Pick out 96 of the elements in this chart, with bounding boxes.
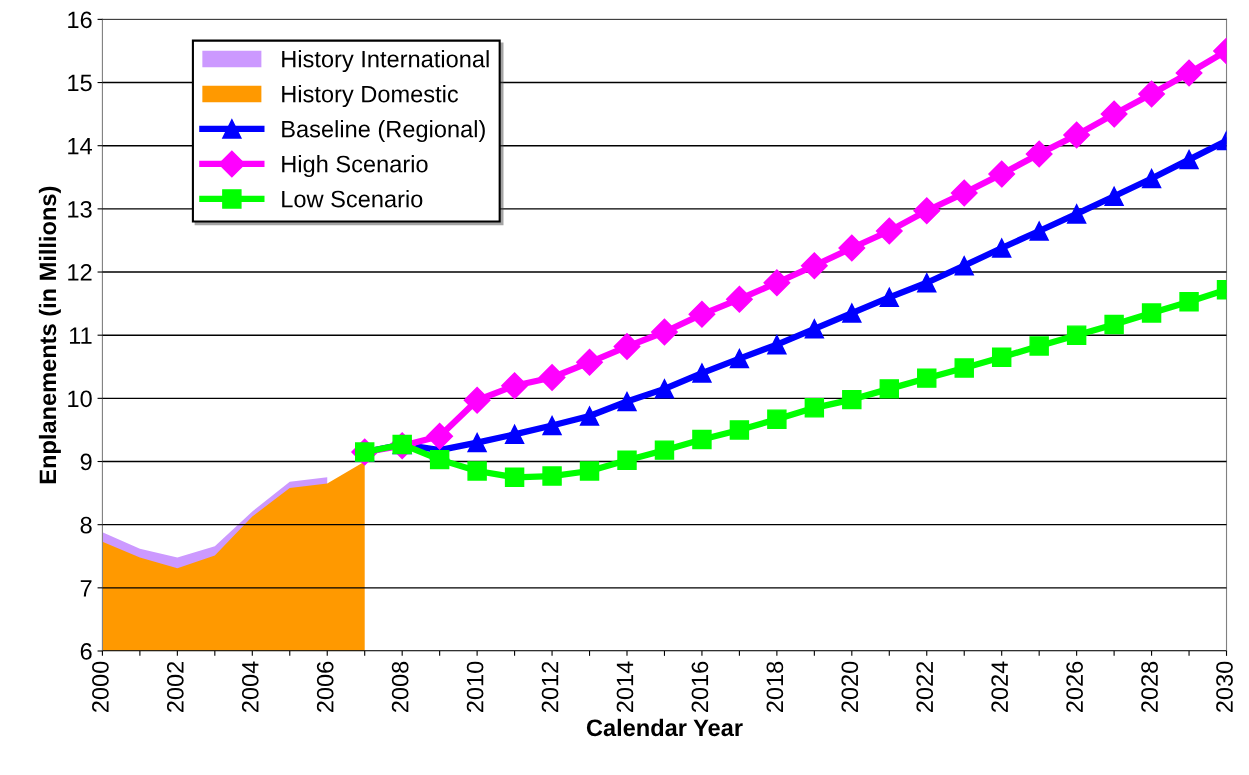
legend-label: History Domestic [282,85,459,108]
point [988,160,1016,188]
x-tick-label: 2020 [841,661,859,713]
point [842,389,862,410]
point [729,348,750,369]
x-tick-label: 2018 [766,661,784,713]
point [654,440,675,460]
point [579,461,600,481]
point [804,319,825,339]
point [954,255,974,276]
point [725,285,753,313]
point [576,348,603,376]
y-tick-label: 15 [68,74,92,92]
point [504,467,525,488]
point [1175,59,1203,87]
point [542,415,562,436]
y-tick-label: 10 [68,390,92,408]
point [651,318,678,346]
point [767,334,787,355]
x-tick-label: 2026 [1066,661,1083,713]
point [1029,336,1049,356]
point [729,420,750,440]
x-tick-label: 2024 [991,661,1009,713]
point [1066,204,1087,224]
point [542,466,562,486]
x-tick-label: 2012 [541,661,559,713]
point [1179,291,1199,312]
x-tick-label: 2006 [316,661,334,713]
x-tick-label: 2030 [1216,661,1233,713]
point [804,398,825,418]
point [842,303,862,323]
y-tick-label: 12 [68,264,92,281]
y-tick-label: 9 [80,453,92,471]
y-axis-title: Enplanements (in Millions) [38,186,61,484]
point [913,197,941,225]
point [1066,325,1087,345]
y-tick-label: 11 [69,327,92,344]
point [613,333,641,361]
point [1100,100,1128,128]
x-tick-label: 2002 [166,661,184,713]
point [467,461,487,481]
point [579,406,600,426]
x-tick-label: 2008 [391,661,409,713]
point [1063,121,1091,149]
point [991,347,1012,368]
y-tick-label: 13 [68,200,92,218]
point [467,432,487,453]
point [1104,186,1124,206]
point [463,386,491,414]
point [504,424,525,445]
point [767,409,787,429]
x-tick-label: 2014 [616,661,634,713]
point [1025,140,1053,168]
point [654,379,675,399]
x-tick-label: 2004 [241,661,259,713]
x-tick-label: 2000 [92,661,109,713]
point [954,358,974,378]
y-tick-label: 6 [80,643,92,660]
point [617,391,637,412]
y-tick-label: 16 [68,11,92,29]
point [763,269,791,297]
x-axis-title: Calendar Year [586,718,743,737]
point [426,422,454,450]
point [429,449,450,470]
point [1179,149,1199,170]
point [688,300,716,328]
point [1029,221,1049,241]
point [617,450,637,470]
y-tick-label: 14 [68,138,93,155]
point [1104,314,1124,335]
point [950,179,978,207]
point [875,217,903,245]
x-tick-label: 2016 [691,661,709,713]
point [692,429,712,450]
point [879,287,900,308]
point [917,273,937,293]
legend-label: High Scenario [282,155,428,178]
point [838,234,866,262]
point [1141,303,1162,323]
x-tick-label: 2028 [1141,661,1158,713]
point [991,238,1012,258]
point [1141,168,1162,189]
y-tick-label: 8 [80,516,92,534]
point [917,368,937,388]
point [879,379,900,399]
x-tick-label: 2010 [466,661,484,713]
legend-label: Low Scenario [282,190,423,208]
legend-label: History International [282,50,489,73]
point [1138,80,1166,108]
y-tick-label: 7 [80,580,92,597]
point [501,372,529,400]
point [800,252,828,280]
point [692,363,712,383]
x-tick-label: 2022 [916,661,934,713]
point [538,364,566,391]
legend-label: Baseline (Regional) [282,120,485,143]
